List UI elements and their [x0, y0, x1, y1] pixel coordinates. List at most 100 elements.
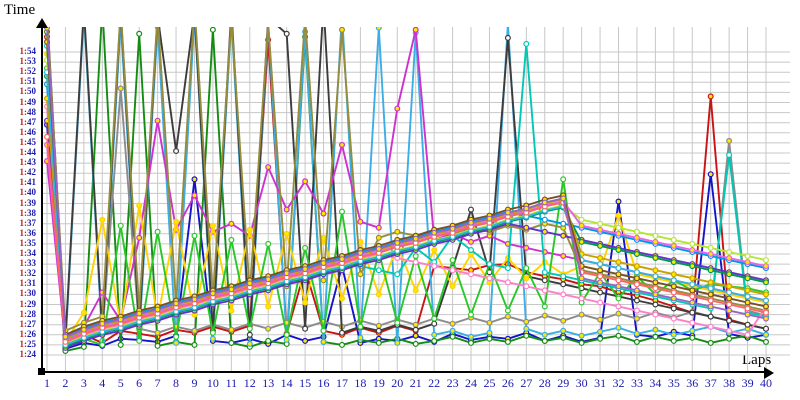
data-point-marker: [633, 228, 640, 235]
series-path: [46, 136, 767, 343]
data-point-marker: [707, 313, 714, 320]
data-point-marker: [670, 295, 677, 302]
data-point-marker: [302, 266, 309, 273]
data-point-marker: [173, 333, 180, 340]
data-point-marker: [689, 240, 696, 247]
series-line: [43, 69, 769, 348]
data-point-marker: [302, 244, 309, 251]
data-point-marker: [302, 178, 309, 185]
series-path: [46, 120, 767, 349]
x-tick-label: 33: [630, 376, 643, 390]
x-tick-label: 20: [391, 376, 404, 390]
data-point-marker: [615, 271, 622, 278]
x-tick-label: 26: [501, 376, 514, 390]
y-tick-label: 1:40: [19, 187, 37, 198]
data-point-marker: [652, 285, 659, 292]
data-point-marker: [670, 337, 677, 344]
y-tick-label: 1:25: [19, 338, 37, 349]
data-point-marker: [615, 303, 622, 310]
data-point-marker: [726, 317, 733, 324]
data-point-marker: [449, 257, 456, 264]
data-point-marker: [560, 334, 567, 341]
data-point-marker: [633, 263, 640, 270]
data-point-marker: [707, 244, 714, 251]
data-point-marker: [266, 21, 271, 26]
data-point-marker: [246, 325, 253, 332]
x-tick-label: 24: [465, 376, 478, 390]
x-tick-label: 39: [741, 376, 754, 390]
data-point-marker: [541, 287, 548, 294]
data-point-marker: [191, 232, 198, 239]
data-point-marker: [541, 312, 548, 319]
y-tick-label: 1:52: [19, 66, 37, 77]
data-point-marker: [652, 326, 659, 333]
data-point-marker: [523, 283, 530, 290]
data-point-marker: [228, 236, 235, 243]
data-point-marker: [726, 137, 733, 144]
x-tick-label: 4: [99, 376, 106, 390]
x-tick-label: 29: [557, 376, 570, 390]
data-point-marker: [394, 339, 401, 346]
x-tick-label: 7: [154, 376, 161, 390]
data-point-marker: [191, 296, 198, 303]
y-tick-label: 1:27: [19, 318, 37, 329]
data-point-marker: [707, 323, 714, 330]
data-point-marker: [504, 265, 511, 272]
data-point-marker: [670, 271, 677, 278]
data-point-marker: [209, 222, 216, 229]
data-point-marker: [689, 334, 696, 341]
data-point-marker: [541, 269, 548, 276]
x-tick-label: 16: [317, 376, 330, 390]
data-point-marker: [173, 339, 180, 346]
series-path: [46, 27, 767, 332]
data-point-marker: [339, 341, 346, 348]
data-point-marker: [486, 215, 493, 222]
data-point-marker: [670, 315, 677, 322]
data-point-marker: [468, 206, 475, 213]
data-point-marker: [431, 337, 438, 344]
data-point-marker: [191, 176, 198, 183]
data-point-marker: [375, 267, 382, 274]
data-point-marker: [504, 313, 511, 320]
data-point-marker: [523, 40, 530, 47]
data-point-marker: [375, 339, 382, 346]
data-point-marker: [523, 244, 530, 251]
data-point-marker: [560, 281, 567, 288]
data-point-marker: [431, 247, 438, 254]
data-point-marker: [209, 27, 216, 33]
data-point-marker: [357, 218, 364, 225]
data-point-marker: [726, 283, 733, 290]
x-axis-arrow-icon: [764, 367, 774, 379]
data-point-marker: [597, 289, 604, 296]
data-point-marker: [762, 325, 769, 332]
data-point-marker: [523, 265, 530, 272]
data-point-marker: [744, 275, 751, 282]
data-point-marker: [99, 320, 106, 327]
series-path: [46, 124, 767, 350]
data-point-marker: [652, 279, 659, 286]
data-point-marker: [541, 199, 548, 206]
data-point-marker: [597, 328, 604, 335]
data-point-marker: [707, 297, 714, 304]
data-point-marker: [228, 307, 235, 314]
data-point-marker: [689, 275, 696, 282]
data-point-marker: [394, 228, 401, 235]
data-point-marker: [633, 338, 640, 345]
data-point-marker: [504, 209, 511, 216]
x-tick-label: 23: [446, 376, 459, 390]
data-point-marker: [578, 311, 585, 318]
data-point-marker: [762, 291, 769, 298]
data-point-marker: [320, 338, 327, 345]
data-point-marker: [726, 307, 733, 314]
data-point-marker: [375, 224, 382, 231]
data-point-marker: [246, 340, 253, 347]
data-point-marker: [726, 327, 733, 334]
data-point-marker: [209, 290, 216, 297]
data-point-marker: [744, 259, 751, 266]
data-point-marker: [154, 117, 161, 124]
data-point-marker: [431, 320, 438, 327]
data-point-marker: [633, 251, 640, 258]
y-tick-label: 1:49: [19, 96, 37, 107]
x-tick-label: 19: [372, 376, 385, 390]
